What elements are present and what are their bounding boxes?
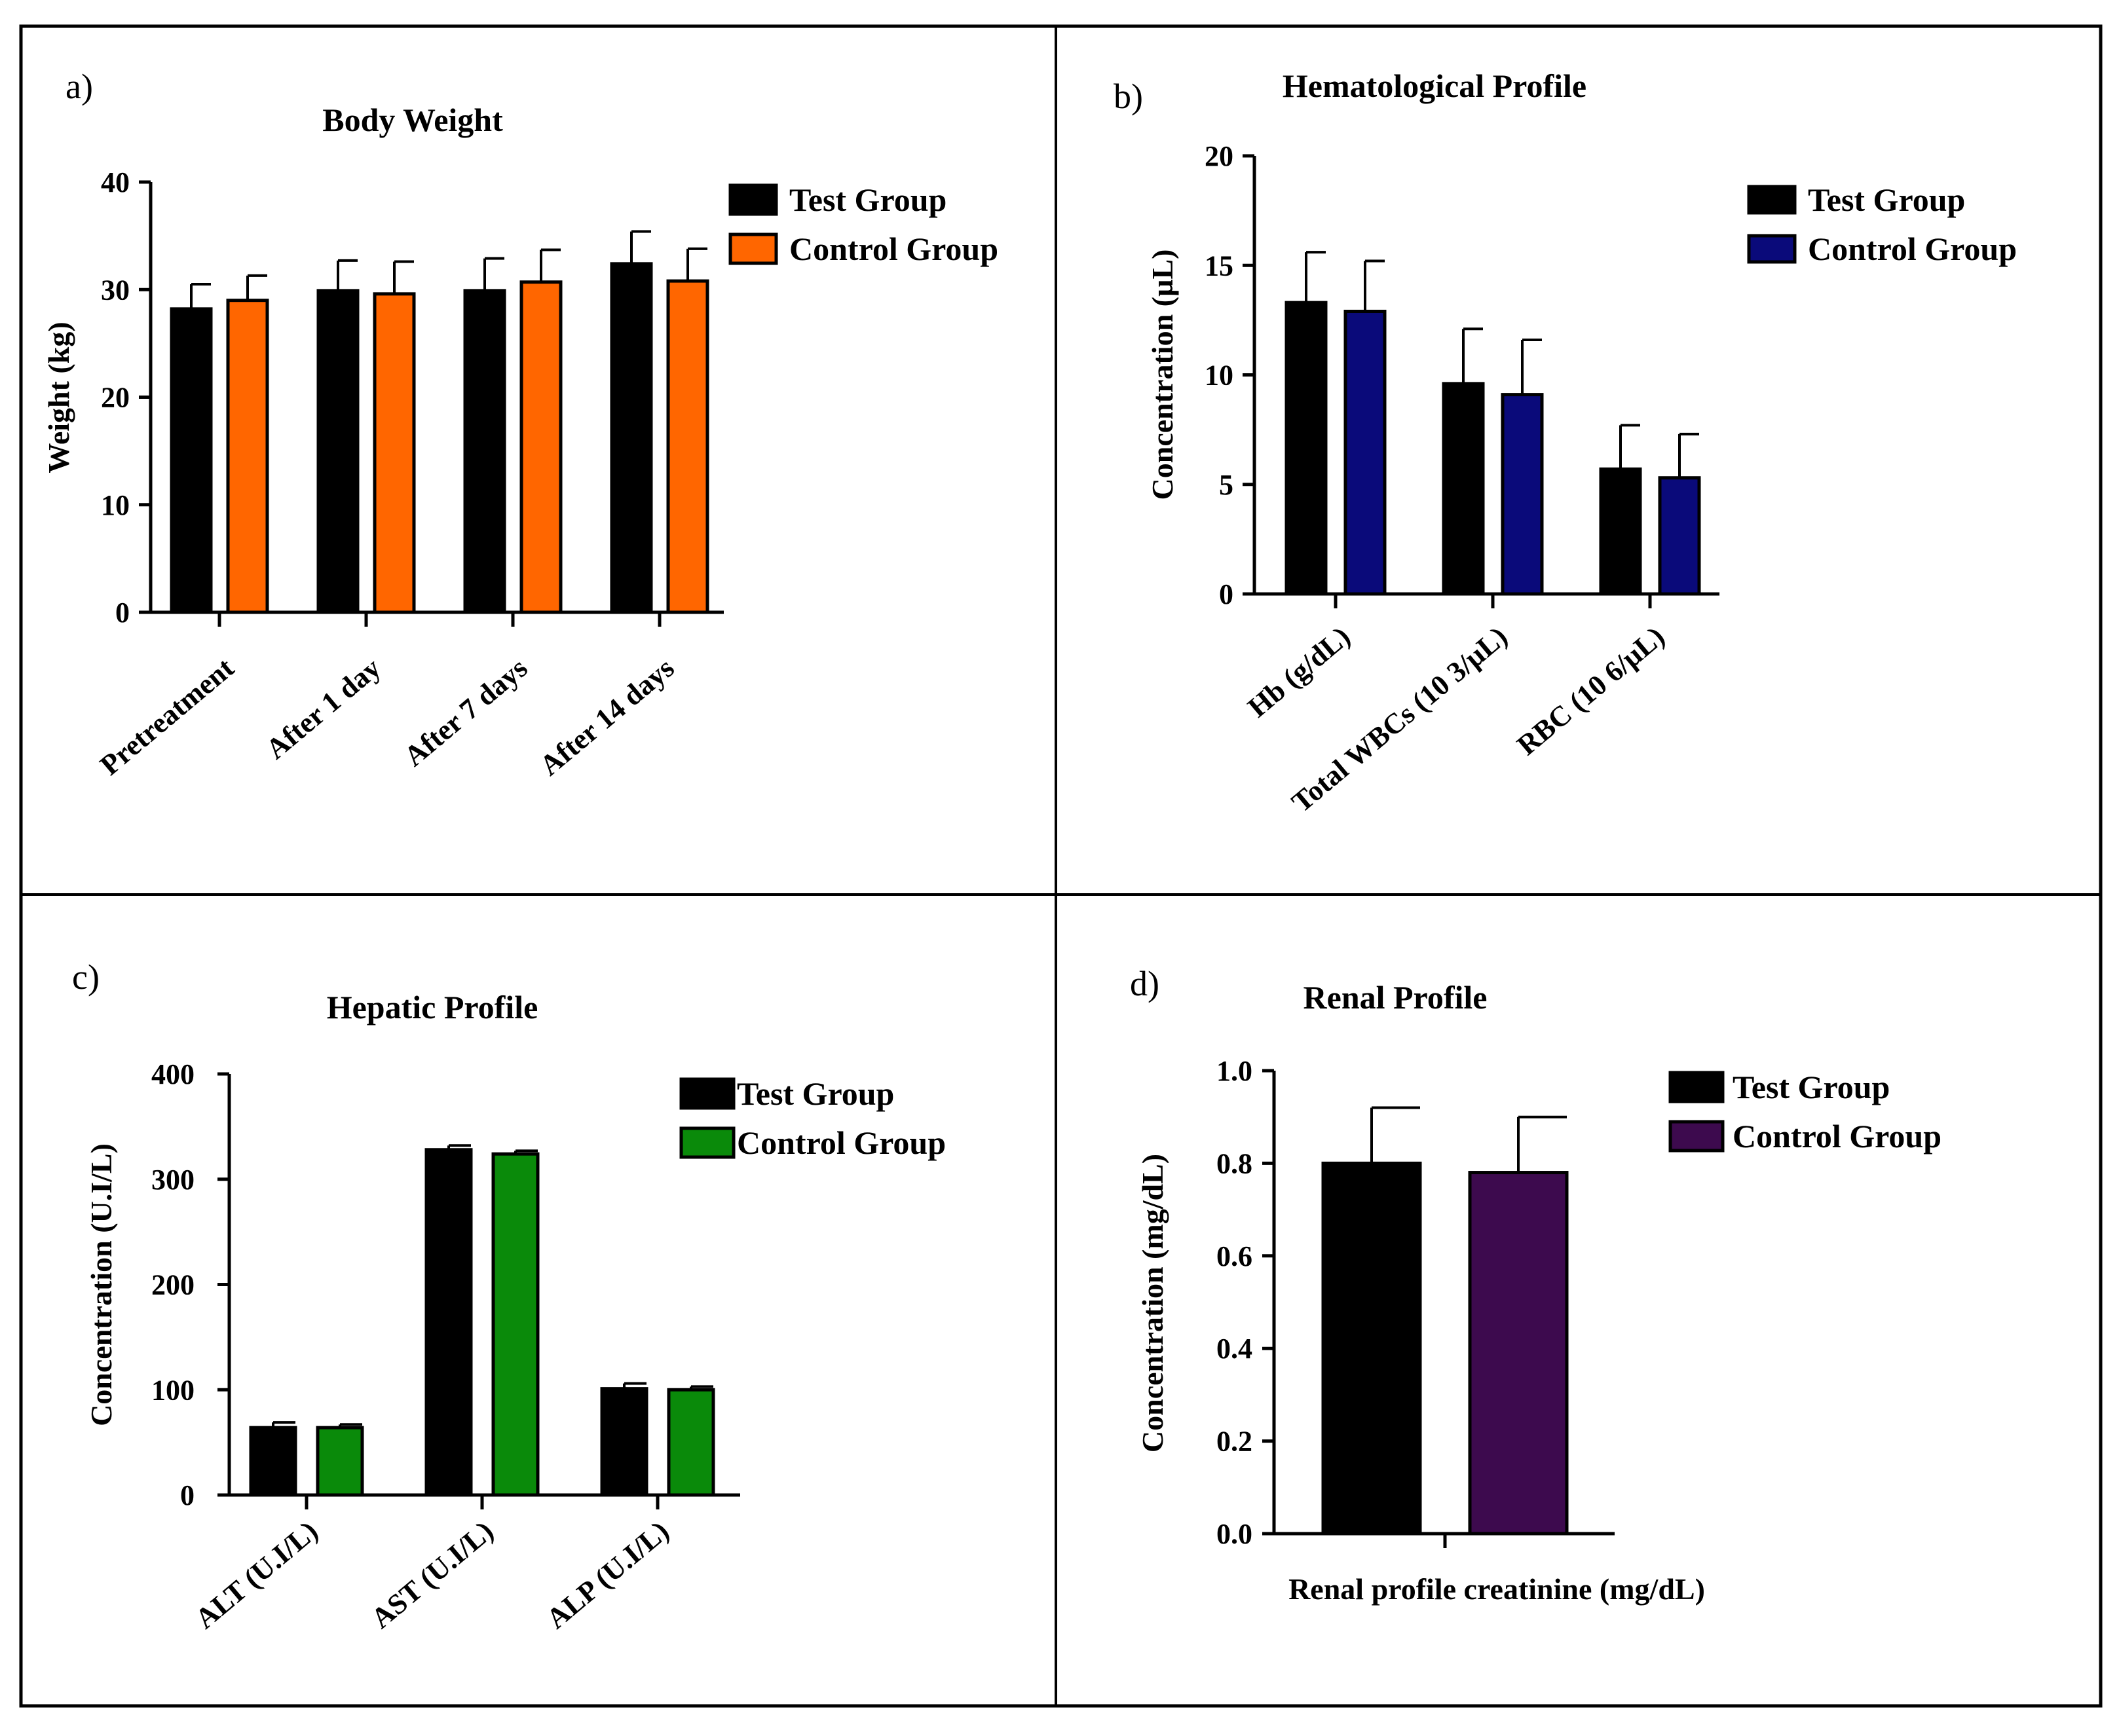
y-tick-label: 30 xyxy=(101,274,130,306)
legend-swatch-test-group xyxy=(679,1077,736,1110)
panel-d-renal-profile: d) Renal Profile Concentration (mg/dL) 0.0 0… xyxy=(1130,964,1941,1606)
y-tick-label: 10 xyxy=(1205,360,1233,392)
y-axis-label: Concentration (U.I/L) xyxy=(84,1143,118,1426)
legend-label-control-group: Control Group xyxy=(737,1124,946,1161)
legend-label-test-group: Test Group xyxy=(1733,1069,1890,1105)
y-tick-label: 0 xyxy=(115,597,130,629)
legend-swatch-test-group xyxy=(1747,185,1797,215)
bar-test-group-value xyxy=(1321,1161,1422,1536)
bar-control-group-rbc-10-6-l xyxy=(1658,476,1701,596)
legend-swatch-control-group xyxy=(679,1126,736,1159)
bar-control-group-hb-g-dl xyxy=(1343,309,1387,596)
y-tick-label: 0.0 xyxy=(1216,1518,1252,1550)
y-axis-label: Concentration (µL) xyxy=(1146,249,1179,500)
panel-letter: c) xyxy=(72,957,100,997)
y-tick-label: 1.0 xyxy=(1216,1055,1252,1087)
legend-swatch-control-group xyxy=(1747,234,1797,264)
x-axis-label: Renal profile creatinine (mg/dL) xyxy=(1288,1572,1705,1606)
y-tick-label: 20 xyxy=(1205,140,1233,172)
bar-control-group-after-14-days xyxy=(666,279,709,614)
bar-test-group-after-14-days xyxy=(610,262,653,614)
y-axis-label: Concentration (mg/dL) xyxy=(1136,1154,1169,1452)
y-tick-label: 400 xyxy=(151,1058,195,1090)
bar-control-group-after-7-days xyxy=(519,280,563,614)
bar-test-group-after-7-days xyxy=(463,289,506,614)
y-tick-label: 0 xyxy=(1219,578,1233,610)
y-tick-label: 40 xyxy=(101,166,130,198)
figure-frame xyxy=(19,24,2103,1708)
legend-label-control-group: Control Group xyxy=(789,231,998,267)
chart-title: Hematological Profile xyxy=(1283,67,1586,104)
y-tick-label: 0.8 xyxy=(1216,1147,1252,1179)
legend-swatch-control-group xyxy=(1668,1120,1725,1153)
bar-control-group-value xyxy=(1468,1171,1569,1536)
bar-control-group-total-wbcs-10-3-l xyxy=(1501,393,1544,596)
bar-test-group-hb-g-dl xyxy=(1285,301,1328,596)
y-tick-label: 0.4 xyxy=(1216,1333,1252,1365)
bar-test-group-alt-u-i-l xyxy=(249,1426,297,1497)
y-tick-label: 100 xyxy=(151,1374,195,1406)
chart-title: Body Weight xyxy=(322,102,503,138)
bar-control-group-ast-u-i-l xyxy=(491,1152,540,1497)
bar-test-group-ast-u-i-l xyxy=(424,1148,473,1497)
legend-label-test-group: Test Group xyxy=(789,181,947,218)
panel-letter: b) xyxy=(1114,77,1143,116)
bar-test-group-total-wbcs-10-3-l xyxy=(1442,382,1485,596)
legend-swatch-control-group xyxy=(728,232,778,265)
y-tick-label: 200 xyxy=(151,1269,195,1301)
y-tick-label: 0.6 xyxy=(1216,1240,1252,1272)
legend-swatch-test-group xyxy=(1668,1071,1725,1103)
y-tick-label: 300 xyxy=(151,1164,195,1196)
y-tick-label: 15 xyxy=(1205,249,1233,282)
panel-letter: a) xyxy=(66,67,93,106)
y-tick-label: 0 xyxy=(180,1479,195,1511)
y-tick-label: 0.2 xyxy=(1216,1426,1252,1458)
legend-label-control-group: Control Group xyxy=(1808,231,2017,267)
y-tick-label: 10 xyxy=(101,489,130,521)
chart-title: Hepatic Profile xyxy=(327,989,538,1025)
bar-control-group-alp-u-i-l xyxy=(667,1388,715,1497)
bar-test-group-after-1-day xyxy=(316,289,360,614)
bar-control-group-pretreatment xyxy=(226,299,269,614)
bar-test-group-pretreatment xyxy=(170,307,213,614)
y-axis-label: Weight (kg) xyxy=(42,322,75,473)
bar-test-group-rbc-10-6-l xyxy=(1599,467,1642,596)
bar-control-group-alt-u-i-l xyxy=(316,1426,364,1497)
y-tick-label: 5 xyxy=(1219,469,1233,501)
panel-letter: d) xyxy=(1130,964,1159,1003)
legend-swatch-test-group xyxy=(728,183,778,216)
legend-label-test-group: Test Group xyxy=(1808,181,1965,218)
y-tick-label: 20 xyxy=(101,382,130,414)
legend-label-control-group: Control Group xyxy=(1733,1118,1941,1154)
chart-title: Renal Profile xyxy=(1303,979,1488,1016)
bar-test-group-alp-u-i-l xyxy=(600,1387,648,1497)
legend-label-test-group: Test Group xyxy=(737,1075,894,1112)
bar-control-group-after-1-day xyxy=(373,292,416,614)
